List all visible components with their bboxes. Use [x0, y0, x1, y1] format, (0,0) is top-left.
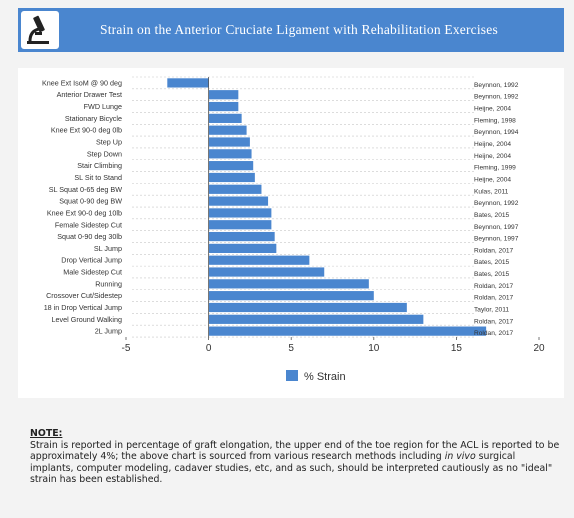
logo — [18, 8, 62, 52]
bar — [208, 255, 310, 265]
source-label: Beynnon, 1992 — [474, 94, 519, 101]
source-label: Beynnon, 1997 — [474, 224, 519, 231]
microscope-icon — [27, 15, 49, 44]
header-banner: Strain on the Anterior Cruciate Ligament… — [18, 8, 564, 52]
source-label: Heijne, 2004 — [474, 176, 511, 183]
legend-label: % Strain — [304, 371, 346, 383]
bar — [208, 279, 369, 289]
x-tick-label: 20 — [533, 343, 545, 354]
bar — [208, 291, 374, 301]
bar — [208, 172, 255, 183]
bar — [208, 113, 242, 123]
source-label: Beynnon, 1992 — [474, 200, 519, 207]
bar — [208, 161, 254, 171]
bar — [167, 78, 209, 88]
note-section: NOTE: Strain is reported in percentage o… — [30, 428, 560, 486]
bar — [208, 90, 239, 100]
source-label: Fleming, 1998 — [474, 117, 516, 124]
category-label: Knee Ext 90-0 deg 0lb — [51, 126, 122, 135]
source-label: Beynnon, 1997 — [474, 236, 519, 243]
source-label: Roldan, 2017 — [474, 318, 514, 325]
source-label: Roldan, 2017 — [474, 247, 514, 254]
category-label: Female Sidestep Cut — [55, 220, 122, 229]
bar — [208, 149, 252, 159]
x-tick-label: 15 — [451, 343, 463, 354]
category-label: Male Sidestep Cut — [63, 268, 122, 277]
bar — [208, 220, 272, 230]
category-label: Running — [95, 279, 122, 288]
source-label: Heijne, 2004 — [474, 153, 511, 160]
category-label: FWD Lunge — [84, 102, 122, 111]
category-label: Step Down — [87, 149, 122, 158]
note-text-after: surgical implants, computer modeling, ca… — [30, 451, 553, 485]
note-heading: NOTE: — [30, 428, 63, 439]
bar-chart: Knee Ext IsoM @ 90 deg Beynnon, 1992 Anter… — [42, 76, 545, 383]
source-label: Bates, 2015 — [474, 212, 510, 219]
bar — [208, 243, 277, 253]
note-text-before: Strain is reported in percentage of graf… — [30, 439, 560, 463]
bar — [208, 101, 239, 112]
source-label: Bates, 2015 — [474, 271, 510, 278]
category-label: 2L Jump — [95, 327, 122, 336]
category-label: Squat 0-90 deg 30lb — [57, 232, 122, 241]
category-label: SL Sit to Stand — [74, 173, 122, 182]
category-label: SL Jump — [94, 244, 122, 253]
x-tick-label: 10 — [368, 343, 380, 354]
source-label: Heijne, 2004 — [474, 106, 511, 113]
bar — [208, 125, 247, 135]
category-label: Knee Ext IsoM @ 90 deg — [42, 78, 122, 87]
category-label: Stair Climbing — [77, 161, 122, 170]
source-label: Roldan, 2017 — [474, 283, 514, 290]
bar — [208, 208, 272, 218]
category-label: 18 in Drop Vertical Jump — [44, 303, 122, 312]
bar — [208, 326, 487, 336]
bar — [208, 231, 275, 242]
bar — [208, 314, 424, 324]
source-label: Beynnon, 1992 — [474, 82, 519, 89]
source-label: Kulas, 2011 — [474, 188, 509, 195]
bar — [208, 267, 325, 277]
category-label: Step Up — [96, 138, 122, 147]
x-tick-label: -5 — [122, 343, 131, 354]
bar — [208, 196, 269, 206]
category-label: SL Squat 0-65 deg BW — [49, 185, 122, 194]
category-label: Level Ground Walking — [52, 315, 122, 324]
source-label: Roldan, 2017 — [474, 330, 514, 337]
chart-card: Knee Ext IsoM @ 90 deg Beynnon, 1992 Anter… — [18, 68, 564, 398]
category-label: Anterior Drawer Test — [57, 90, 122, 99]
source-label: Beynnon, 1994 — [474, 129, 519, 136]
bar — [208, 302, 407, 313]
source-label: Bates, 2015 — [474, 259, 510, 266]
page-title: Strain on the Anterior Cruciate Ligament… — [100, 22, 498, 37]
source-label: Roldan, 2017 — [474, 295, 514, 302]
category-label: Crossover Cut/Sidestep — [46, 291, 122, 300]
source-label: Heijne, 2004 — [474, 141, 511, 148]
source-label: Taylor, 2011 — [474, 306, 509, 313]
bar — [208, 184, 262, 194]
x-tick-label: 5 — [288, 343, 294, 354]
note-emphasis: in vivo — [444, 451, 476, 462]
category-label: Drop Vertical Jump — [61, 256, 122, 265]
category-label: Knee Ext 90-0 deg 10lb — [47, 208, 122, 217]
source-label: Fleming, 1999 — [474, 165, 516, 172]
x-tick-label: 0 — [206, 343, 212, 354]
category-label: Stationary Bicycle — [65, 114, 122, 123]
bar — [208, 137, 250, 147]
category-label: Squat 0-90 deg BW — [59, 197, 122, 206]
legend-swatch — [286, 370, 298, 381]
